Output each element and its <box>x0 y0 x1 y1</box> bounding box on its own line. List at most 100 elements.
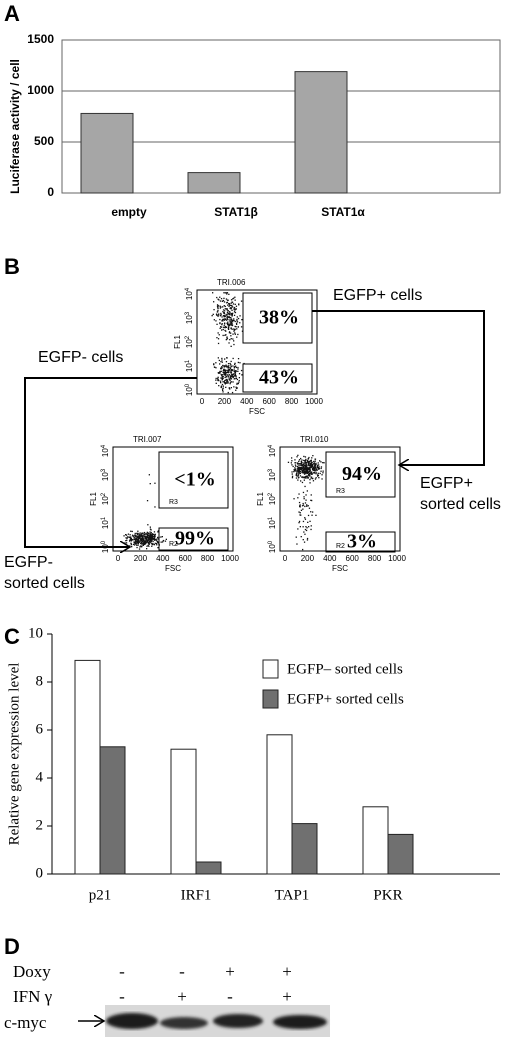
event-dot <box>234 375 236 377</box>
event-dot <box>316 474 319 476</box>
event-dot <box>234 328 236 330</box>
event-dot <box>225 325 227 328</box>
event-dot <box>306 539 309 541</box>
x-tick-label: 200 <box>301 554 315 563</box>
event-dot <box>162 539 165 542</box>
event-dot <box>124 542 126 544</box>
event-dot <box>225 365 227 367</box>
event-dot <box>141 532 144 534</box>
event-dot <box>233 319 235 322</box>
event-dot <box>141 535 143 537</box>
event-dot <box>233 378 235 380</box>
event-dot <box>229 379 231 381</box>
event-dot <box>306 504 308 506</box>
event-dot <box>313 472 315 474</box>
event-dot <box>317 464 319 466</box>
event-dot <box>144 536 146 538</box>
y-tick-label: 102 <box>101 492 111 505</box>
event-dot <box>133 542 135 544</box>
event-dot <box>302 539 304 541</box>
event-dot <box>226 365 228 367</box>
y-tick-label: 500 <box>34 134 54 148</box>
event-dot <box>219 315 222 317</box>
event-dot <box>148 543 150 545</box>
event-dot <box>238 381 240 383</box>
event-dot <box>228 303 230 305</box>
event-dot <box>218 359 220 362</box>
event-dot <box>310 476 313 478</box>
event-dot <box>304 518 307 520</box>
event-dot <box>233 307 235 309</box>
event-dot <box>231 309 233 311</box>
event-dot <box>143 542 145 544</box>
event-dot <box>139 535 141 537</box>
event-dot <box>236 320 238 322</box>
event-dot <box>228 379 231 381</box>
event-dot <box>317 462 319 464</box>
event-dot <box>309 463 311 465</box>
gate-percent: 99% <box>175 528 215 550</box>
event-dot <box>229 312 231 314</box>
event-dot <box>307 476 309 479</box>
event-dot <box>225 308 227 310</box>
event-dot <box>221 357 223 360</box>
event-dot <box>225 371 227 374</box>
y-tick-label: 102 <box>268 492 278 505</box>
event-dot <box>134 534 136 536</box>
event-dot <box>213 301 215 303</box>
event-dot <box>229 304 232 307</box>
event-dot <box>225 361 228 363</box>
event-dot <box>228 305 230 307</box>
x-tick-label: 600 <box>263 397 277 406</box>
event-dot <box>233 318 235 320</box>
x-axis-label: FSC <box>249 407 265 416</box>
event-dot <box>230 335 232 337</box>
treatment-sign: + <box>177 987 187 1006</box>
event-dot <box>226 292 228 294</box>
event-dot <box>311 477 314 480</box>
event-dot <box>297 477 300 479</box>
event-dot <box>306 471 308 473</box>
event-dot <box>298 469 300 471</box>
event-dot <box>297 462 299 464</box>
event-dot <box>150 538 152 541</box>
event-dot <box>157 536 159 539</box>
event-dot <box>237 368 239 370</box>
gate-percent: <1% <box>174 469 215 491</box>
event-dot <box>241 374 243 376</box>
event-dot <box>137 537 140 539</box>
event-dot <box>240 369 243 372</box>
event-dot <box>287 461 290 463</box>
gate-percent: 43% <box>259 367 299 389</box>
event-dot <box>230 370 232 372</box>
event-dot <box>230 372 232 374</box>
tick-base: 10 <box>268 448 277 457</box>
event-dot <box>130 530 132 532</box>
event-dot <box>217 376 219 378</box>
event-dot <box>303 531 305 533</box>
event-dot <box>311 499 313 502</box>
event-dot <box>316 469 318 471</box>
y-axis-label: FL1 <box>173 335 182 349</box>
event-dot <box>230 374 233 376</box>
event-dot <box>301 464 303 467</box>
event-dot <box>228 316 231 318</box>
event-dot <box>303 468 306 470</box>
event-dot <box>223 297 225 299</box>
event-dot <box>226 336 228 338</box>
event-dot <box>221 376 224 378</box>
event-dot <box>149 531 151 533</box>
event-dot <box>304 468 307 470</box>
event-dot <box>224 369 226 371</box>
event-dot <box>217 298 219 300</box>
event-dot <box>234 371 237 373</box>
event-dot <box>310 464 312 466</box>
event-dot <box>236 323 238 325</box>
event-dot <box>140 538 142 541</box>
event-dot <box>228 374 231 376</box>
y-tick-label: 104 <box>101 444 111 457</box>
event-dot <box>154 542 156 544</box>
y-tick-label: 1500 <box>27 32 54 46</box>
event-dot <box>157 542 159 544</box>
event-dot <box>228 328 230 330</box>
